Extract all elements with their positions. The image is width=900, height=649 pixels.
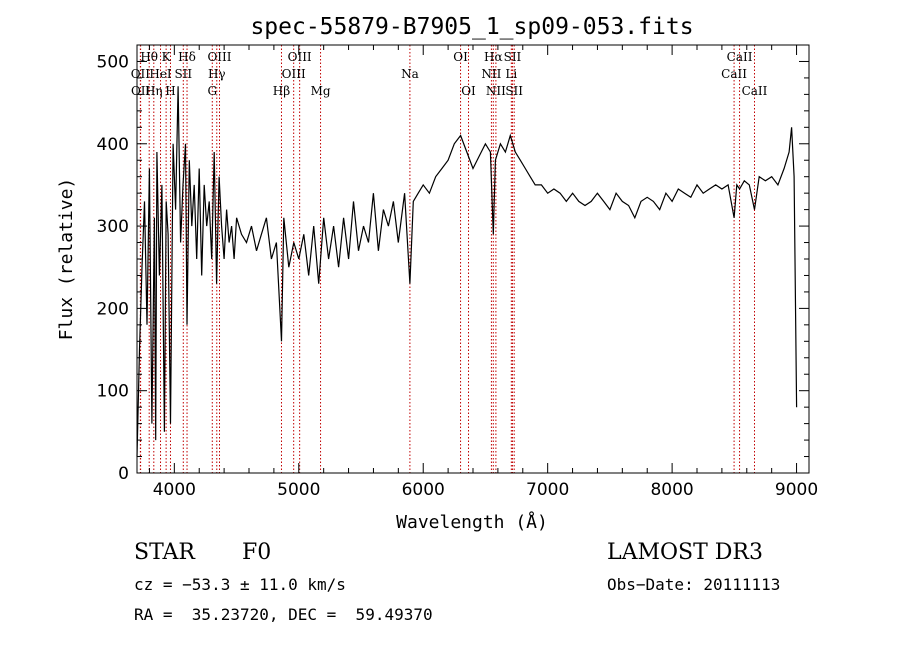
x-axis-label: Wavelength (Å) bbox=[396, 511, 548, 533]
spectral-line-label: Hβ bbox=[273, 84, 290, 98]
y-tick-label: 0 bbox=[118, 464, 129, 484]
y-tick-label: 500 bbox=[97, 52, 129, 72]
x-tick-label: 9000 bbox=[775, 480, 818, 500]
spectral-line-label: Hθ bbox=[140, 50, 158, 64]
chart-title: spec-55879-B7905_1_sp09-053.fits bbox=[250, 14, 693, 40]
spectral-line-label: Hδ bbox=[178, 50, 196, 64]
x-tick-label: 7000 bbox=[526, 480, 569, 500]
spectral-line-label: Mg bbox=[311, 84, 331, 98]
spectral-line-label: Li bbox=[505, 67, 517, 81]
x-tick-label: 8000 bbox=[650, 480, 693, 500]
spectral-line-label: NII bbox=[486, 84, 506, 98]
spectral-line-label: Na bbox=[401, 67, 419, 81]
spectral-line-label: NII bbox=[481, 67, 501, 81]
x-axis-ticks: 4000 5000 6000 7000 8000 9000 bbox=[148, 45, 818, 500]
obs-date-text: Obs−Date: 20111113 bbox=[607, 575, 780, 594]
spectral-line-label: Hα bbox=[484, 50, 503, 64]
spectral-line-label: OIII bbox=[207, 50, 231, 64]
object-subclass: F0 bbox=[242, 540, 271, 565]
object-class: STAR bbox=[134, 540, 196, 565]
x-tick-label: 6000 bbox=[402, 480, 445, 500]
survey-name: LAMOST DR3 bbox=[607, 540, 763, 565]
spectral-line-label: Hγ bbox=[208, 67, 226, 81]
spectral-line-label: G bbox=[207, 84, 217, 98]
spectral-line-label: OII bbox=[131, 84, 151, 98]
y-tick-label: 400 bbox=[97, 135, 129, 155]
y-tick-label: 100 bbox=[97, 382, 129, 402]
x-tick-label: 4000 bbox=[153, 480, 196, 500]
spectral-line-label: H bbox=[165, 84, 175, 98]
coords-text: RA = 35.23720, DEC = 59.49370 bbox=[134, 605, 433, 624]
spectral-line-label: CaII bbox=[727, 50, 753, 64]
y-axis-ticks: 0 100 200 300 400 500 bbox=[97, 44, 809, 484]
spectral-line-label: CaII bbox=[721, 67, 747, 81]
y-tick-label: 300 bbox=[97, 217, 129, 237]
spectral-line-label: OIII bbox=[288, 50, 312, 64]
spectral-line-label: SII bbox=[504, 50, 522, 64]
y-tick-label: 200 bbox=[97, 299, 129, 319]
spectral-line-label: HeI bbox=[149, 67, 172, 81]
redshift-text: cz = −53.3 ± 11.0 km/s bbox=[134, 575, 346, 594]
spectral-line-label: OI bbox=[461, 84, 476, 98]
spectral-line-label: CaII bbox=[742, 84, 768, 98]
spectral-line-label: OI bbox=[453, 50, 468, 64]
spectral-line-label: K bbox=[162, 50, 172, 64]
spectrum-line bbox=[136, 86, 798, 457]
spectral-line-label: OIII bbox=[282, 67, 306, 81]
x-tick-label: 5000 bbox=[277, 480, 320, 500]
plot-frame bbox=[136, 44, 810, 474]
y-axis-label: Flux (relative) bbox=[56, 178, 77, 341]
spectral-line-label: SII bbox=[505, 84, 523, 98]
spectral-line-label: SII bbox=[174, 67, 192, 81]
spectral-line-label: Hη bbox=[145, 84, 163, 98]
spectral-line-markers bbox=[139, 45, 755, 473]
spectral-line-label: OII bbox=[131, 67, 151, 81]
